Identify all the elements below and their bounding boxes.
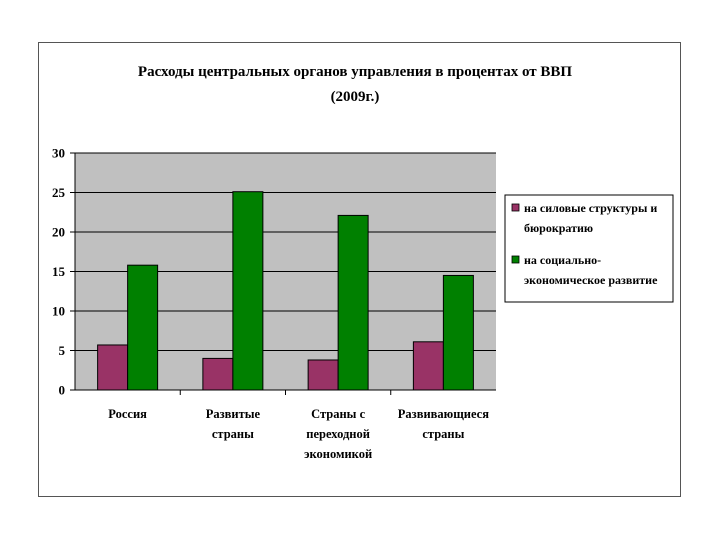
bar xyxy=(127,264,159,391)
legend-label: на силовые структуры и xyxy=(524,201,657,215)
legend-box xyxy=(504,194,674,303)
x-category-label: страны xyxy=(212,427,254,441)
y-tick-label: 30 xyxy=(52,146,65,161)
chart-frame: Расходы центральных органов управления в… xyxy=(38,42,681,497)
y-axis-ticks: 0 5 10 15 20 25 30 xyxy=(52,146,75,398)
legend-swatch xyxy=(511,255,520,264)
x-category-label: переходной xyxy=(306,427,370,441)
x-category-label: Развитые xyxy=(206,407,261,421)
bars xyxy=(97,191,474,395)
chart-title-line: (2009г.) xyxy=(331,89,380,105)
chart-title: Расходы центральных органов управления в… xyxy=(138,64,572,105)
legend-label: бюрократию xyxy=(524,221,593,235)
bar xyxy=(202,357,234,391)
x-axis-categories: Россия Развитые страны Страны с переходной эк… xyxy=(108,407,489,461)
bar xyxy=(337,214,369,391)
chart-title-line: Расходы центральных органов управления в… xyxy=(138,64,572,80)
legend-swatch xyxy=(511,203,520,212)
legend-label: экономическое развитие xyxy=(524,273,658,287)
x-category-label: экономикой xyxy=(304,447,372,461)
legend-label: на социально- xyxy=(524,253,601,267)
y-tick-label: 25 xyxy=(52,185,66,200)
bar xyxy=(412,341,444,391)
bar xyxy=(97,344,129,391)
bar xyxy=(307,359,339,391)
legend: на силовые структуры и бюрократию на социа… xyxy=(504,194,674,303)
x-category-label: Страны с xyxy=(311,407,365,421)
x-category-label: страны xyxy=(422,427,464,441)
bar xyxy=(232,191,264,391)
bar xyxy=(442,274,474,391)
y-tick-label: 5 xyxy=(59,343,66,358)
bar-chart: Расходы центральных органов управления в… xyxy=(52,64,674,461)
x-category-label: Россия xyxy=(108,407,147,421)
y-tick-label: 15 xyxy=(52,264,66,279)
y-tick-label: 10 xyxy=(52,304,65,319)
y-tick-label: 0 xyxy=(59,383,66,398)
y-tick-label: 20 xyxy=(52,225,65,240)
x-category-label: Развивающиеся xyxy=(398,407,489,421)
